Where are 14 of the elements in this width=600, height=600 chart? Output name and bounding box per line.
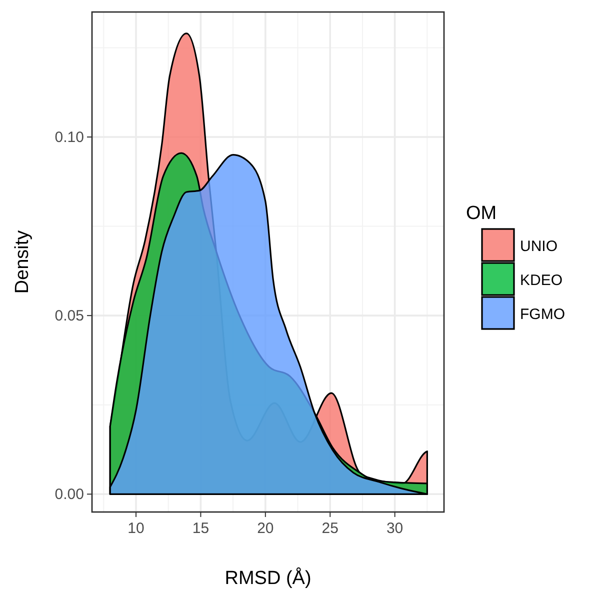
legend-title: OM — [466, 203, 497, 224]
x-tick-label: 20 — [257, 520, 274, 537]
legend-label: KDEO — [520, 272, 563, 289]
y-axis-title: Density — [12, 230, 33, 294]
x-tick-label: 30 — [386, 520, 404, 537]
y-tick-label: 0.10 — [54, 129, 84, 146]
x-tick-label: 15 — [192, 520, 210, 537]
y-tick-label: 0.05 — [54, 308, 84, 325]
legend-label: FGMO — [520, 306, 565, 323]
x-tick-label: 10 — [128, 520, 144, 537]
x-tick-label: 25 — [322, 520, 338, 537]
x-axis-title: RMSD (Å) — [224, 567, 312, 589]
y-tick-label: 0.00 — [54, 486, 84, 504]
legend-label: UNIO — [520, 238, 558, 255]
